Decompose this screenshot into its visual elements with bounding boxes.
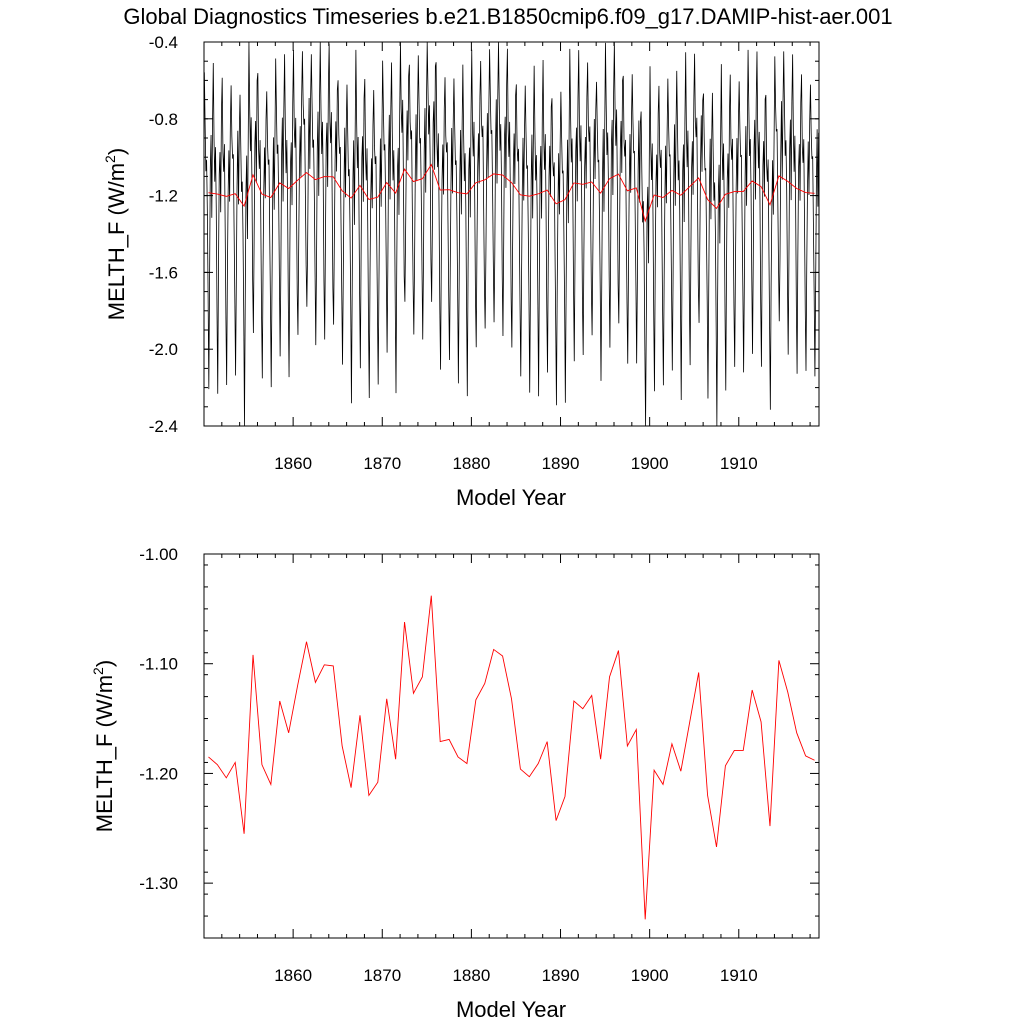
bottom-x-tick-label: 1890 (542, 966, 580, 985)
top-x-axis-label: Model Year (456, 485, 566, 510)
top-annual-series-line (208, 163, 815, 223)
bottom-panel: 1860 1870 1880 1890 1900 1910 -1.00 -1.10 -1.20 -… (90, 545, 820, 1022)
bottom-series (208, 595, 815, 920)
top-y-axis-label-close: ) (104, 148, 129, 155)
top-y-tick-label: -2.0 (149, 340, 178, 359)
bottom-y-tick-label: -1.30 (139, 874, 178, 893)
top-x-tick-label: 1870 (363, 454, 401, 473)
bottom-x-tick-label: 1900 (631, 966, 669, 985)
top-ticks: 1860 1870 1880 1890 1900 1910 -0.4 -0.8 -1.2 -1.6… (149, 33, 819, 473)
bottom-x-tick-label: 1910 (720, 966, 758, 985)
bottom-y-tick-label: -1.10 (139, 655, 178, 674)
top-x-tick-label: 1880 (452, 454, 490, 473)
figure-title: Global Diagnostics Timeseries b.e21.B185… (123, 4, 892, 29)
bottom-plot-frame (203, 553, 820, 939)
top-x-tick-label: 1910 (720, 454, 758, 473)
bottom-y-axis-label-close: ) (92, 660, 117, 667)
top-panel: 1860 1870 1880 1890 1900 1910 -0.4 -0.8 -1.2 -1.6… (102, 33, 820, 510)
bottom-x-tick-label: 1860 (274, 966, 312, 985)
top-y-tick-label: -2.4 (149, 417, 178, 436)
top-y-tick-label: -0.8 (149, 110, 178, 129)
bottom-y-axis-label-sup: 2 (90, 667, 106, 675)
bottom-x-tick-label: 1880 (452, 966, 490, 985)
bottom-x-axis-label: Model Year (456, 997, 566, 1022)
bottom-y-axis-label: MELTH_F (W/m2) (90, 660, 117, 832)
top-y-axis-label-sup: 2 (102, 155, 118, 163)
top-y-axis-label-main: MELTH_F (W/m (104, 163, 129, 320)
bottom-ticks: 1860 1870 1880 1890 1900 1910 -1.00 -1.10 -1.20 -… (139, 545, 819, 985)
top-x-tick-label: 1860 (274, 454, 312, 473)
monthly-series-line (203, 41, 820, 427)
bottom-y-tick-label: -1.20 (139, 764, 178, 783)
bottom-annual-series-line (208, 595, 815, 920)
top-y-tick-label: -1.6 (149, 263, 178, 282)
top-x-tick-label: 1900 (631, 454, 669, 473)
top-series (203, 41, 820, 427)
top-x-tick-label: 1890 (542, 454, 580, 473)
top-y-tick-label: -1.2 (149, 187, 178, 206)
bottom-y-tick-label: -1.00 (139, 545, 178, 564)
top-y-axis-label: MELTH_F (W/m2) (102, 148, 129, 320)
top-y-tick-label: -0.4 (149, 33, 178, 52)
bottom-x-tick-label: 1870 (363, 966, 401, 985)
bottom-y-axis-label-main: MELTH_F (W/m (92, 675, 117, 832)
